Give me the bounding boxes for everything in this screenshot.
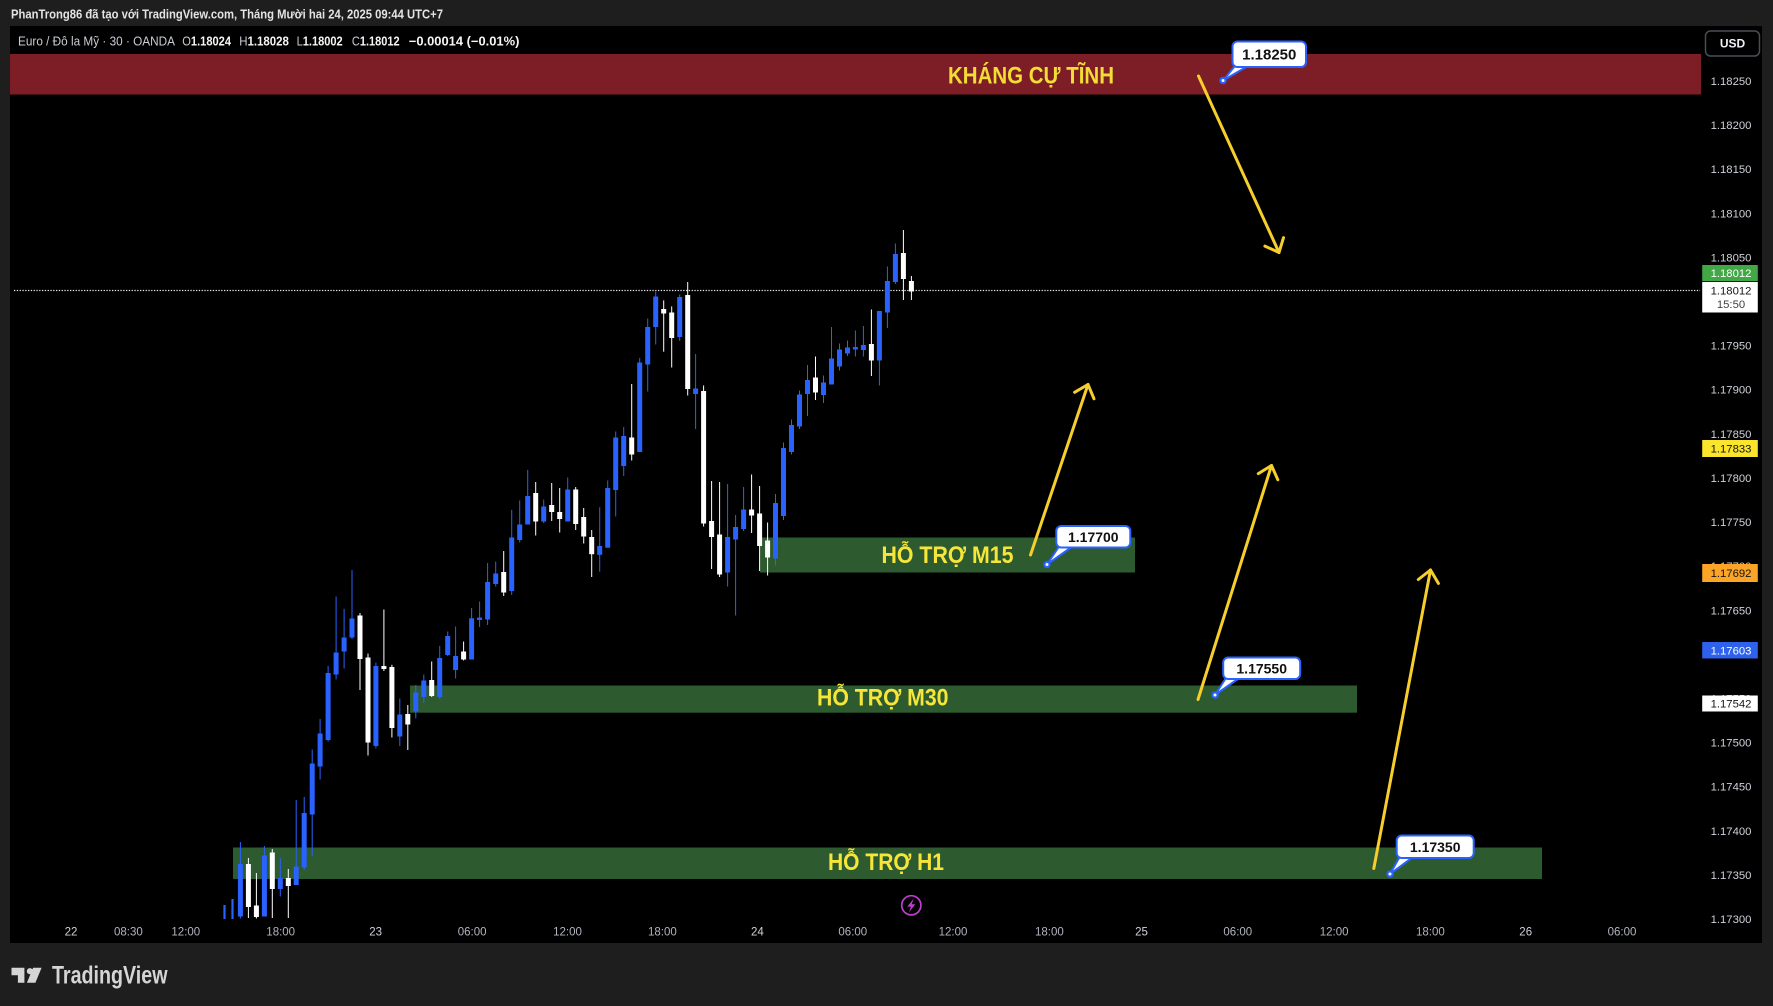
- svg-text:1.17950: 1.17950: [1711, 341, 1752, 353]
- svg-text:HỖ TRỢ M15: HỖ TRỢ M15: [882, 540, 1014, 569]
- svg-text:1.18200: 1.18200: [1711, 120, 1752, 132]
- svg-text:18:00: 18:00: [1416, 927, 1445, 939]
- svg-text:1.17650: 1.17650: [1711, 605, 1752, 617]
- svg-text:1.17300: 1.17300: [1711, 914, 1752, 926]
- svg-text:H1.18028: H1.18028: [239, 35, 289, 49]
- svg-text:12:00: 12:00: [553, 927, 582, 939]
- svg-text:1.18250: 1.18250: [1242, 47, 1296, 64]
- svg-text:26: 26: [1519, 927, 1532, 939]
- svg-text:15:50: 15:50: [1717, 299, 1745, 311]
- svg-text:18:00: 18:00: [266, 927, 295, 939]
- svg-text:USD: USD: [1720, 37, 1746, 51]
- svg-text:−0.00014 (−0.01%): −0.00014 (−0.01%): [409, 35, 520, 49]
- svg-text:L1.18002: L1.18002: [297, 35, 343, 49]
- svg-text:12:00: 12:00: [939, 927, 968, 939]
- svg-text:PhanTrong86 đã tạo với Trading: PhanTrong86 đã tạo với TradingView.com, …: [11, 8, 443, 22]
- svg-text:08:30: 08:30: [114, 927, 143, 939]
- svg-text:1.17550: 1.17550: [1236, 660, 1287, 676]
- svg-text:1.17500: 1.17500: [1711, 738, 1752, 750]
- svg-text:1.17350: 1.17350: [1410, 839, 1461, 855]
- svg-text:O1.18024: O1.18024: [182, 35, 231, 49]
- svg-text:1.17750: 1.17750: [1711, 517, 1752, 529]
- svg-text:1.17400: 1.17400: [1711, 826, 1752, 838]
- svg-text:HỖ TRỢ M30: HỖ TRỢ M30: [817, 683, 949, 712]
- svg-text:24: 24: [751, 927, 764, 939]
- svg-text:1.18012: 1.18012: [1711, 268, 1752, 280]
- svg-text:1.18100: 1.18100: [1711, 208, 1752, 220]
- svg-text:12:00: 12:00: [1320, 927, 1349, 939]
- svg-text:06:00: 06:00: [1608, 927, 1637, 939]
- svg-text:HỖ TRỢ H1: HỖ TRỢ H1: [828, 847, 944, 876]
- svg-text:1.17542: 1.17542: [1711, 699, 1752, 711]
- svg-text:C1.18012: C1.18012: [352, 35, 400, 49]
- svg-text:1.17692: 1.17692: [1711, 568, 1752, 580]
- svg-text:1.17350: 1.17350: [1711, 870, 1752, 882]
- svg-text:06:00: 06:00: [458, 927, 487, 939]
- svg-text:1.17450: 1.17450: [1711, 782, 1752, 794]
- svg-text:1.17833: 1.17833: [1711, 444, 1752, 456]
- svg-text:1.18150: 1.18150: [1711, 164, 1752, 176]
- svg-text:18:00: 18:00: [1035, 927, 1064, 939]
- svg-text:18:00: 18:00: [648, 927, 677, 939]
- svg-text:TradingView: TradingView: [52, 962, 168, 990]
- svg-text:25: 25: [1135, 927, 1148, 939]
- svg-text:1.17800: 1.17800: [1711, 473, 1752, 485]
- svg-text:1.17900: 1.17900: [1711, 385, 1752, 397]
- svg-text:1.18012: 1.18012: [1711, 286, 1752, 298]
- svg-text:1.17603: 1.17603: [1711, 645, 1752, 657]
- svg-text:1.18050: 1.18050: [1711, 252, 1752, 264]
- svg-text:06:00: 06:00: [838, 927, 867, 939]
- svg-text:KHÁNG CỰ TĨNH: KHÁNG CỰ TĨNH: [948, 62, 1114, 90]
- svg-text:06:00: 06:00: [1223, 927, 1252, 939]
- svg-text:12:00: 12:00: [171, 927, 200, 939]
- svg-text:1.17700: 1.17700: [1068, 529, 1119, 545]
- svg-text:23: 23: [369, 927, 382, 939]
- svg-text:Euro / Đô la Mỹ · 30 · OANDA: Euro / Đô la Mỹ · 30 · OANDA: [18, 35, 176, 49]
- svg-text:22: 22: [65, 927, 78, 939]
- svg-text:1.18250: 1.18250: [1711, 76, 1752, 88]
- svg-text:1.17850: 1.17850: [1711, 429, 1752, 441]
